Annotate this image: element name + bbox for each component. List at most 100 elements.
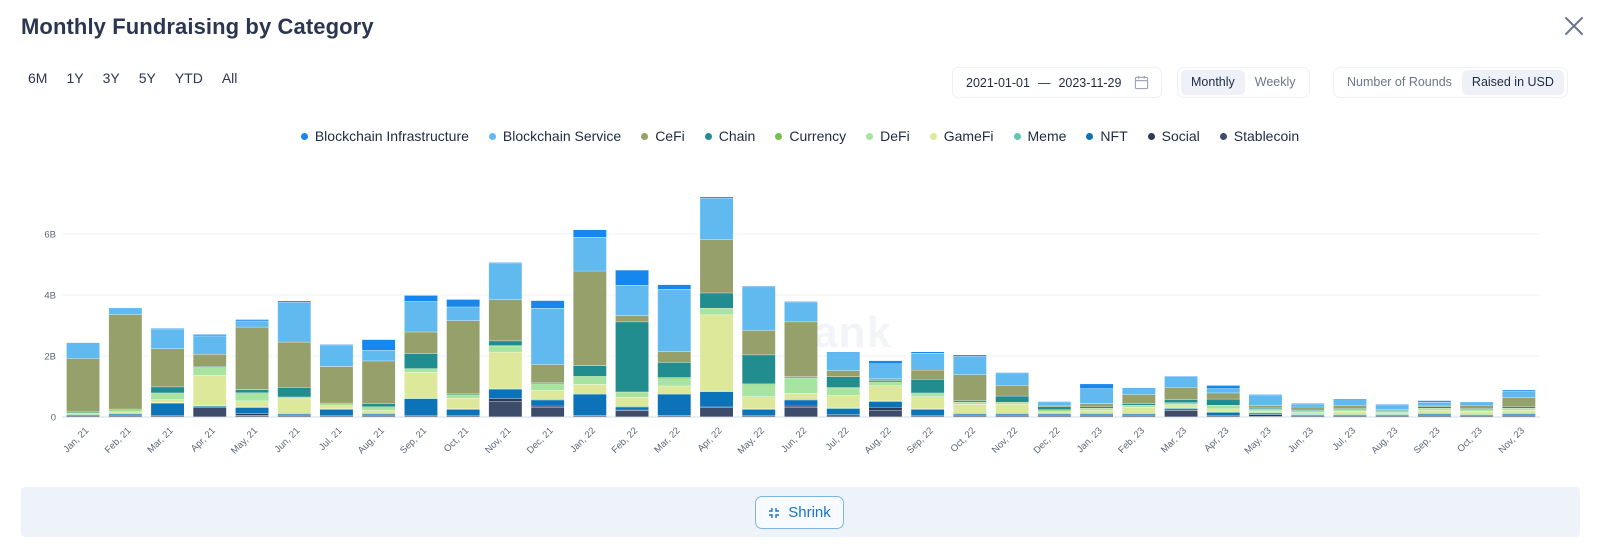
bar-segment[interactable] bbox=[911, 409, 945, 416]
bar-segment[interactable] bbox=[911, 379, 945, 393]
bar-segment[interactable] bbox=[1333, 399, 1367, 406]
bar-segment[interactable] bbox=[784, 302, 818, 322]
bar-segment[interactable] bbox=[1164, 377, 1198, 388]
bar-segment[interactable] bbox=[362, 410, 396, 414]
bar-segment[interactable] bbox=[573, 271, 607, 366]
bar-segment[interactable] bbox=[1502, 409, 1536, 411]
bar-segment[interactable] bbox=[531, 400, 565, 406]
bar-segment[interactable] bbox=[277, 342, 311, 388]
bar-segment[interactable] bbox=[1037, 412, 1071, 414]
bar-segment[interactable] bbox=[1418, 400, 1451, 402]
bar-segment[interactable] bbox=[531, 308, 565, 365]
bar-segment[interactable] bbox=[320, 345, 353, 367]
range-1y[interactable]: 1Y bbox=[66, 70, 84, 86]
legend-item[interactable]: Meme bbox=[1013, 128, 1066, 144]
bar-segment[interactable] bbox=[953, 404, 987, 414]
bar-segment[interactable] bbox=[446, 320, 480, 394]
bar-segment[interactable] bbox=[404, 301, 438, 332]
bar-segment[interactable] bbox=[700, 239, 733, 293]
interval-monthly[interactable]: Monthly bbox=[1181, 70, 1245, 95]
bar-segment[interactable] bbox=[1375, 413, 1409, 415]
bar-segment[interactable] bbox=[446, 299, 480, 307]
bar-segment[interactable] bbox=[277, 302, 311, 342]
bar-segment[interactable] bbox=[700, 407, 733, 417]
bar-segment[interactable] bbox=[1249, 395, 1282, 406]
bar-segment[interactable] bbox=[615, 392, 649, 398]
range-6m[interactable]: 6M bbox=[28, 70, 48, 86]
bar-segment[interactable] bbox=[66, 358, 100, 412]
bar-segment[interactable] bbox=[151, 399, 184, 403]
range-ytd[interactable]: YTD bbox=[174, 70, 203, 86]
bar-segment[interactable] bbox=[531, 406, 565, 408]
bar-segment[interactable] bbox=[1164, 408, 1198, 410]
bar-segment[interactable] bbox=[1249, 411, 1282, 413]
bar-segment[interactable] bbox=[1122, 388, 1156, 395]
bar-segment[interactable] bbox=[911, 396, 945, 409]
bar-segment[interactable] bbox=[1206, 399, 1240, 405]
bar-segment[interactable] bbox=[784, 400, 818, 406]
legend-item[interactable]: DeFi bbox=[866, 128, 910, 144]
bar-segment[interactable] bbox=[953, 414, 987, 416]
bar-segment[interactable] bbox=[953, 403, 987, 405]
bar-segment[interactable] bbox=[1502, 414, 1536, 416]
metric-usd[interactable]: Raised in USD bbox=[1461, 70, 1564, 95]
bar-segment[interactable] bbox=[1249, 407, 1282, 409]
bar-segment[interactable] bbox=[488, 401, 522, 417]
bar-segment[interactable] bbox=[108, 314, 142, 409]
bar-segment[interactable] bbox=[531, 390, 565, 400]
bar-segment[interactable] bbox=[404, 372, 438, 399]
bar-segment[interactable] bbox=[911, 353, 945, 370]
bar-segment[interactable] bbox=[1460, 405, 1494, 409]
metric-rounds[interactable]: Number of Rounds bbox=[1347, 75, 1452, 89]
bar-segment[interactable] bbox=[1037, 410, 1071, 412]
bar-segment[interactable] bbox=[1206, 412, 1240, 416]
bar-segment[interactable] bbox=[657, 289, 691, 352]
bar-segment[interactable] bbox=[573, 365, 607, 377]
bar-segment[interactable] bbox=[911, 352, 945, 354]
bar-segment[interactable] bbox=[1249, 414, 1282, 416]
bar-segment[interactable] bbox=[1164, 405, 1198, 408]
bar-segment[interactable] bbox=[826, 396, 860, 408]
bar-segment[interactable] bbox=[1122, 407, 1156, 414]
bar-segment[interactable] bbox=[235, 415, 269, 417]
bar-segment[interactable] bbox=[1164, 403, 1198, 405]
calendar-icon[interactable] bbox=[1134, 75, 1149, 90]
bar-segment[interactable] bbox=[784, 407, 818, 417]
bar-segment[interactable] bbox=[615, 316, 649, 322]
bar-segment[interactable] bbox=[1037, 402, 1071, 406]
bar-segment[interactable] bbox=[995, 385, 1029, 396]
bar-segment[interactable] bbox=[869, 407, 902, 411]
bar-segment[interactable] bbox=[446, 395, 480, 398]
bar-segment[interactable] bbox=[1080, 410, 1113, 414]
bar-segment[interactable] bbox=[826, 352, 860, 371]
bar-segment[interactable] bbox=[742, 288, 776, 331]
bar-segment[interactable] bbox=[1037, 405, 1071, 407]
bar-segment[interactable] bbox=[108, 308, 142, 315]
bar-segment[interactable] bbox=[193, 367, 227, 376]
bar-segment[interactable] bbox=[1460, 411, 1494, 415]
bar-segment[interactable] bbox=[573, 377, 607, 385]
bar-segment[interactable] bbox=[1164, 387, 1198, 400]
bar-segment[interactable] bbox=[320, 366, 353, 403]
bar-segment[interactable] bbox=[1249, 406, 1282, 408]
bar-segment[interactable] bbox=[700, 315, 733, 391]
bar-segment[interactable] bbox=[700, 293, 733, 308]
range-3y[interactable]: 3Y bbox=[102, 70, 120, 86]
bar-segment[interactable] bbox=[1080, 409, 1113, 411]
bar-segment[interactable] bbox=[320, 404, 353, 406]
bar-segment[interactable] bbox=[1418, 410, 1451, 414]
bar-segment[interactable] bbox=[657, 362, 691, 378]
bar-segment[interactable] bbox=[615, 407, 649, 410]
bar-segment[interactable] bbox=[1291, 404, 1325, 407]
bar-segment[interactable] bbox=[657, 352, 691, 363]
bar-segment[interactable] bbox=[1333, 410, 1367, 412]
bar-segment[interactable] bbox=[1502, 390, 1536, 392]
legend-item[interactable]: Blockchain Infrastructure bbox=[300, 128, 469, 144]
bar-segment[interactable] bbox=[446, 307, 480, 321]
bar-segment[interactable] bbox=[362, 403, 396, 407]
bar-segment[interactable] bbox=[1460, 410, 1494, 412]
bar-segment[interactable] bbox=[1333, 411, 1367, 415]
bar-segment[interactable] bbox=[826, 415, 860, 417]
bar-segment[interactable] bbox=[700, 309, 733, 315]
bar-segment[interactable] bbox=[1418, 406, 1451, 408]
